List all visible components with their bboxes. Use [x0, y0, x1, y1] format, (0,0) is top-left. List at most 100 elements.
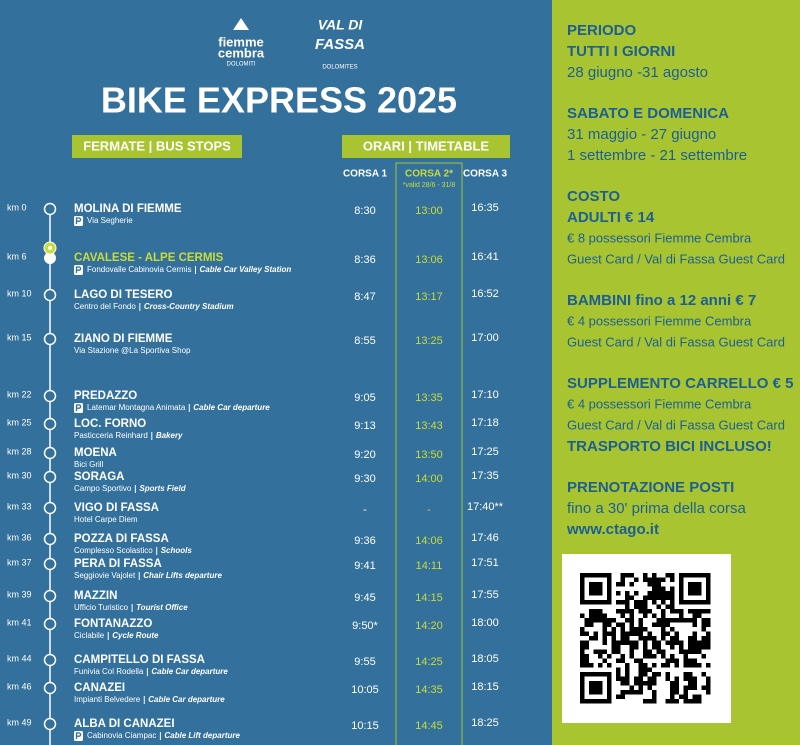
- qr-module: [665, 640, 670, 645]
- qr-module: [638, 676, 643, 681]
- qr-module: [683, 649, 688, 654]
- qr-module: [683, 694, 688, 699]
- stop-name: LOC. FORNO: [74, 418, 146, 430]
- stop-name: SORAGA: [74, 471, 124, 483]
- qr-module: [620, 676, 625, 681]
- qr-module: [616, 672, 621, 677]
- qr-module: [692, 631, 697, 636]
- qr-module: [638, 681, 643, 686]
- qr-module: [616, 591, 621, 596]
- qr-module: [661, 613, 666, 618]
- qr-module: [652, 582, 657, 587]
- qr-module: [688, 681, 693, 686]
- qr-module: [629, 618, 634, 623]
- qr-module: [652, 573, 657, 578]
- qr-module: [602, 699, 607, 704]
- qr-module: [616, 676, 621, 681]
- qr-module: [692, 591, 697, 596]
- info-text: 31 maggio - 27 giugno: [567, 126, 716, 143]
- qr-module: [697, 694, 702, 699]
- qr-module: [643, 654, 648, 659]
- qr-module: [647, 577, 652, 582]
- parking-glyph: [75, 732, 82, 739]
- qr-module: [692, 694, 697, 699]
- qr-module: [589, 622, 594, 627]
- info-small: Guest Card / Val di Fassa Guest Card: [567, 334, 785, 349]
- stop-place: Campo Sportivo: [74, 484, 132, 493]
- qr-module: [679, 582, 684, 587]
- stop-place: Via Stazione @La Sportiva Shop: [74, 346, 191, 355]
- qr-module: [656, 595, 661, 600]
- qr-module: [620, 609, 625, 614]
- qr-module: [670, 694, 675, 699]
- qr-module: [701, 622, 706, 627]
- qr-module: [706, 676, 711, 681]
- qr-module: [625, 591, 630, 596]
- qr-module: [629, 649, 634, 654]
- qr-module: [607, 685, 612, 690]
- qr-module: [706, 690, 711, 695]
- stop-detail: Cable Car departure: [148, 695, 225, 704]
- qr-module: [697, 600, 702, 605]
- qr-module: [638, 622, 643, 627]
- info-head: TUTTI I GIORNI: [567, 43, 675, 60]
- stop-place: Seggiovie Vajolet: [74, 571, 136, 580]
- qr-module: [643, 636, 648, 641]
- km: km 44: [7, 653, 32, 663]
- stop-name: CANAZEI: [74, 682, 125, 694]
- time: 8:47: [354, 291, 375, 303]
- column-note: *valid 28/6 - 31/8: [403, 182, 456, 189]
- qr-module: [679, 640, 684, 645]
- qr-module: [683, 663, 688, 668]
- qr-module: [674, 690, 679, 695]
- time: 13:06: [415, 254, 443, 266]
- logo-text: cembra: [218, 45, 265, 60]
- info-head: PRENOTAZIONE POSTI: [567, 479, 734, 496]
- qr-module: [620, 681, 625, 686]
- qr-module: [692, 582, 697, 587]
- time: 14:00: [415, 473, 443, 485]
- qr-module: [647, 667, 652, 672]
- km: km 36: [7, 532, 32, 542]
- time: 10:15: [351, 720, 379, 732]
- qr-module: [652, 645, 657, 650]
- qr-module: [602, 627, 607, 632]
- qr-module: [647, 591, 652, 596]
- title: BIKE EXPRESS 2025: [101, 80, 457, 121]
- qr-module: [584, 645, 589, 650]
- qr-module: [593, 672, 598, 677]
- km: km 15: [7, 332, 32, 342]
- qr-module: [656, 649, 661, 654]
- qr-module: [647, 609, 652, 614]
- qr-module: [602, 622, 607, 627]
- qr-module: [607, 681, 612, 686]
- qr-module: [638, 627, 643, 632]
- qr-module: [647, 681, 652, 686]
- time: 17:46: [471, 532, 499, 544]
- qr-module: [598, 573, 603, 578]
- time: 17:25: [471, 446, 499, 458]
- qr-module: [629, 631, 634, 636]
- qr-module: [692, 600, 697, 605]
- qr-module: [652, 676, 657, 681]
- qr-module: [611, 645, 616, 650]
- qr-module: [643, 595, 648, 600]
- qr-module: [643, 627, 648, 632]
- qr-module: [688, 609, 693, 614]
- qr-module: [643, 613, 648, 618]
- info-small: Guest Card / Val di Fassa Guest Card: [567, 251, 785, 266]
- qr-module: [602, 636, 607, 641]
- stop-detail: Tourist Office: [136, 603, 188, 612]
- qr-module: [602, 573, 607, 578]
- stop-dot: [43, 501, 57, 515]
- qr-module: [593, 609, 598, 614]
- qr-module: [706, 645, 711, 650]
- qr-module: [629, 627, 634, 632]
- time: -: [363, 504, 367, 516]
- qr-module: [580, 586, 585, 591]
- qr-module: [589, 600, 594, 605]
- time: 14:35: [415, 684, 443, 696]
- qr-module: [589, 609, 594, 614]
